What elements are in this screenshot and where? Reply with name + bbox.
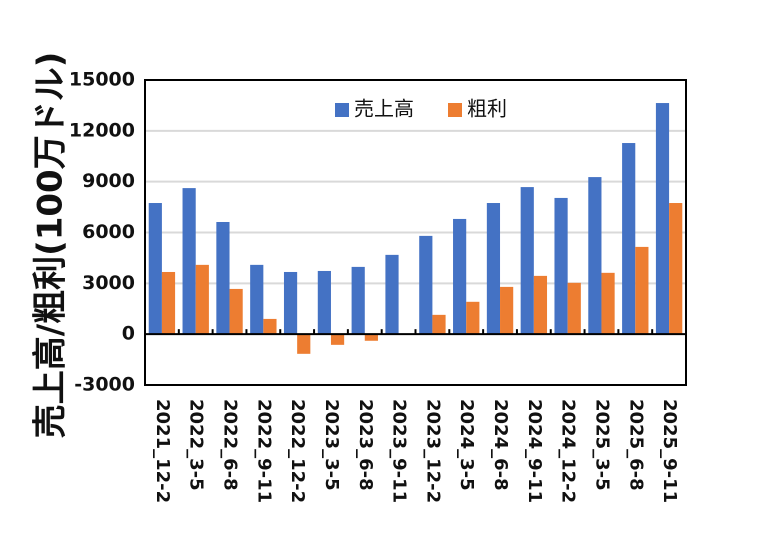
bar-sales bbox=[486, 203, 501, 335]
bar-gross-profit bbox=[229, 288, 243, 335]
bar-gross-profit bbox=[601, 272, 615, 335]
y-tick-label: 15000 bbox=[69, 69, 135, 91]
bar-gross-profit bbox=[533, 275, 548, 335]
x-tick-label: 2023_6-8 bbox=[355, 399, 376, 491]
bar-gross-profit bbox=[263, 318, 277, 335]
bar-sales bbox=[317, 270, 331, 335]
bar-sales bbox=[148, 203, 162, 335]
x-tick-label: 2025_9-11 bbox=[659, 399, 680, 503]
x-tick-label: 2025_6-8 bbox=[625, 399, 646, 491]
bar-sales bbox=[554, 197, 568, 335]
x-tick-label: 2022_12-2 bbox=[287, 399, 308, 503]
bar-sales bbox=[453, 218, 467, 335]
bar-gross-profit bbox=[195, 264, 209, 335]
bar-gross-profit bbox=[669, 203, 683, 335]
x-tick-label: 2021_12-2 bbox=[152, 399, 173, 503]
y-tick-label: 9000 bbox=[82, 170, 135, 192]
bar-gross-profit bbox=[500, 286, 514, 335]
legend: 売上高 粗利 bbox=[335, 97, 507, 121]
bar-sales bbox=[283, 271, 298, 335]
legend-swatch bbox=[448, 103, 462, 117]
bar-sales bbox=[182, 188, 196, 335]
bar-sales bbox=[216, 221, 230, 335]
plot-area-border bbox=[144, 79, 687, 386]
x-tick-label: 2023_12-2 bbox=[422, 399, 443, 503]
x-tick-label: 2023_3-5 bbox=[321, 399, 342, 491]
x-tick-label: 2022_3-5 bbox=[186, 399, 207, 491]
y-tick-label: 3000 bbox=[82, 272, 135, 294]
bar-sales bbox=[588, 177, 602, 335]
legend-swatch bbox=[335, 103, 349, 117]
bar-sales bbox=[250, 264, 264, 335]
bar-sales bbox=[622, 143, 636, 335]
bar-gross-profit bbox=[567, 282, 581, 335]
x-tick-label: 2022_9-11 bbox=[253, 399, 274, 503]
y-tick-label: 6000 bbox=[82, 221, 135, 243]
bar-gross-profit bbox=[161, 271, 176, 335]
bar-sales bbox=[520, 187, 534, 335]
bar-gross-profit bbox=[635, 246, 649, 335]
bar-gross-profit bbox=[466, 301, 480, 335]
bar-sales bbox=[351, 266, 365, 335]
x-tick-label: 2024_6-8 bbox=[490, 399, 511, 491]
x-tick-label: 2022_6-8 bbox=[220, 399, 241, 491]
legend-label: 粗利 bbox=[467, 97, 507, 121]
y-axis-label: 売上高/粗利(100万ドル) bbox=[31, 52, 71, 438]
bar-sales bbox=[419, 235, 433, 335]
x-tick-label: 2024_9-11 bbox=[524, 399, 545, 503]
y-tick-label: -3000 bbox=[74, 374, 135, 396]
x-tick-label: 2023_9-11 bbox=[389, 399, 410, 503]
y-tick-label: 0 bbox=[122, 323, 135, 345]
y-tick-label: 12000 bbox=[69, 119, 135, 141]
bar-gross-profit bbox=[364, 334, 378, 341]
x-tick-label: 2025_3-5 bbox=[591, 399, 612, 491]
bar-sales bbox=[385, 254, 399, 335]
bar-sales bbox=[655, 103, 670, 335]
bar-gross-profit bbox=[297, 334, 311, 354]
legend-label: 売上高 bbox=[354, 97, 414, 121]
x-tick-label: 2024_3-5 bbox=[456, 399, 477, 491]
bar-gross-profit bbox=[432, 314, 446, 335]
bar-gross-profit bbox=[330, 334, 345, 345]
x-tick-label: 2024_12-2 bbox=[558, 399, 579, 503]
